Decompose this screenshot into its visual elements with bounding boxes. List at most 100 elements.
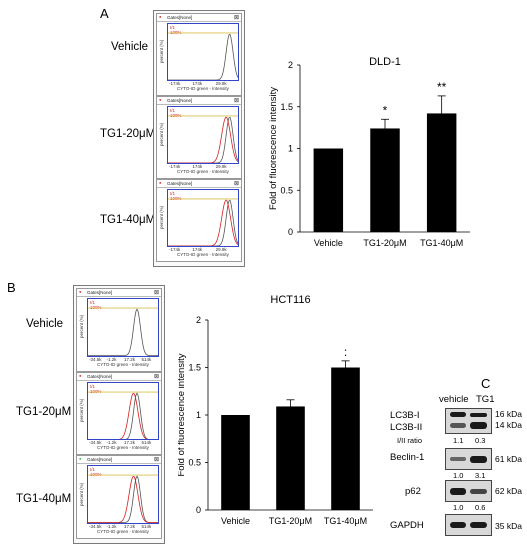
histogram-curves [168, 115, 238, 163]
marker-icon: ● [79, 289, 82, 294]
gate-header: Gates[None] [157, 180, 241, 188]
treatment-histogram-curve [88, 392, 158, 440]
protein-label: LC3B-II [390, 422, 423, 433]
x-tick-label: 174k [192, 164, 203, 169]
flow-cytometry-panel-a: Gates[None] ⊠ ● I/1 100% percent (%) CYTO-ID g… [153, 10, 245, 267]
condition-label: TG1-40μM [100, 214, 156, 226]
y-tick-label: 0.5 [280, 185, 293, 195]
x-tick-label: -34.5k [89, 523, 102, 529]
x-tick-label: -34.5k [89, 356, 102, 362]
kda-label: 14 kDa [495, 420, 522, 430]
x-tick-label: -174k [169, 247, 181, 252]
bar [331, 367, 360, 510]
chart-title: HCT116 [270, 294, 310, 306]
panel-letter-b: B [7, 280, 16, 295]
flow-histogram: Gates[None] ⊠ ● I/1 100% percent (%) CYTO-ID g… [76, 455, 162, 539]
histogram-curves [88, 391, 158, 440]
band-value: 1.0 [453, 471, 464, 480]
x-tick-label: Vehicle [221, 516, 250, 526]
x-tick-label: 17.2k [124, 523, 136, 529]
band [450, 423, 466, 428]
gate-id: I/1 [90, 467, 96, 473]
y-tick-label: 1.5 [280, 102, 293, 112]
histogram-curves [88, 474, 158, 523]
x-axis-label: CYTO-ID green - Intensity [97, 528, 149, 534]
condition-label: TG1-40μM [16, 493, 72, 505]
close-icon: ⊠ [153, 290, 159, 296]
gate-id: I/1 [90, 300, 96, 305]
protein-label: GAPDH [390, 520, 424, 531]
bar [370, 128, 400, 232]
kda-label: 61 kDa [495, 454, 522, 464]
x-tick-label: 174k [192, 81, 203, 86]
y-tick-label: 1 [288, 144, 293, 154]
flow-histogram: Gates[None] ⊠ ● I/1 100% percent (%) CYTO-ID g… [156, 179, 242, 262]
marker-icon: ● [79, 372, 82, 378]
significance-marker: : [344, 345, 347, 359]
gate-percent: 100% [170, 30, 182, 35]
histogram-curves [88, 307, 158, 356]
bar [221, 415, 250, 510]
condition-label: Vehicle [26, 318, 64, 330]
band [450, 488, 466, 495]
y-tick-label: 0 [288, 227, 293, 237]
band-value: 0.6 [475, 503, 486, 512]
bar [313, 148, 344, 232]
flow-histogram: Gates[None] ⊠ ● I/1 100% percent (%) CYTO-ID g… [76, 288, 162, 372]
chart-title: DLD-1 [369, 56, 401, 68]
x-tick-label: 29.9k [215, 81, 227, 86]
ratio-value: 0.3 [475, 436, 486, 445]
condition-label: TG1-20μM [100, 128, 156, 140]
treatment-histogram-curve [168, 116, 238, 163]
x-tick-label: -1.2k [106, 440, 117, 446]
band [450, 522, 466, 528]
histogram-plot-area: I/1 100% [87, 381, 159, 441]
x-tick-label: -174k [169, 81, 181, 86]
kda-label: 35 kDa [495, 521, 522, 531]
marker-icon: ● [159, 97, 162, 102]
x-tick-label: 17.2k [124, 440, 136, 446]
x-tick-label: -1.2k [106, 523, 117, 529]
gate-id: I/1 [170, 108, 176, 113]
gate-header: Gates[None] [77, 373, 161, 381]
blot-beclin1 [445, 448, 492, 470]
gate-percent: 100% [90, 305, 102, 310]
marker-icon: ● [159, 14, 162, 19]
y-tick-label: 0 [196, 505, 201, 515]
x-tick-label: TG1-40μM [420, 238, 463, 248]
significance-marker: * [383, 103, 388, 117]
bar-chart-dld1: DLD-1 0 0.5 1 1.5 2 Fold of fluorescence inten… [268, 56, 470, 248]
x-axis-label: CYTO-ID green - Intensity [97, 361, 149, 367]
y-tick-label: 2 [288, 60, 293, 70]
histogram-curves [168, 198, 238, 246]
treatment-histogram-curve [88, 476, 158, 523]
x-axis-label: CYTO-ID green - Intensity [177, 169, 229, 174]
band [450, 412, 466, 417]
close-icon: ⊠ [233, 15, 239, 21]
protein-label: p62 [405, 486, 421, 497]
gate-percent: 100% [90, 472, 102, 478]
x-tick-label: 174k [192, 247, 203, 252]
band [470, 489, 487, 494]
x-tick-label: TG1-20μM [363, 238, 406, 248]
lane-label-tg1: TG1 [476, 394, 495, 405]
y-tick-label: 1 [196, 410, 201, 420]
x-tick-label: Vehicle [314, 238, 343, 248]
x-tick-label: 514k [141, 356, 152, 362]
gate-header: Gates[None] [77, 456, 161, 465]
close-icon: ⊠ [233, 98, 239, 104]
gate-percent: 100% [90, 388, 102, 394]
blot-p62 [445, 480, 492, 502]
lane-label-vehicle: vehicle [439, 394, 469, 405]
x-axis-label: CYTO-ID green - Intensity [97, 445, 149, 451]
x-tick-label: TG1-20μM [269, 516, 312, 526]
gate-id: I/1 [90, 383, 96, 389]
condition-label: TG1-20μM [16, 406, 72, 418]
flow-histogram: Gates[None] ⊠ ● I/1 100% percent (%) CYTO-ID g… [156, 96, 242, 179]
bar [276, 406, 305, 510]
x-axis-label: CYTO-ID green - Intensity [177, 252, 229, 257]
vehicle-histogram-curve [168, 33, 238, 80]
kda-label: 16 kDa [495, 409, 522, 419]
x-tick-label: 514k [141, 523, 152, 529]
vehicle-histogram-curve [168, 116, 238, 163]
